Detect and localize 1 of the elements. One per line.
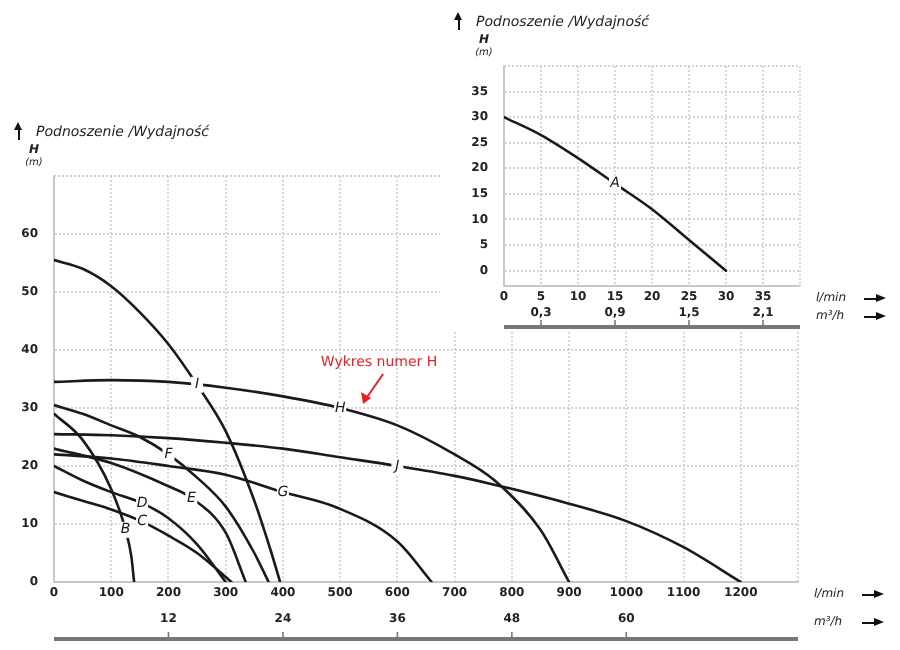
line-series xyxy=(504,115,728,272)
